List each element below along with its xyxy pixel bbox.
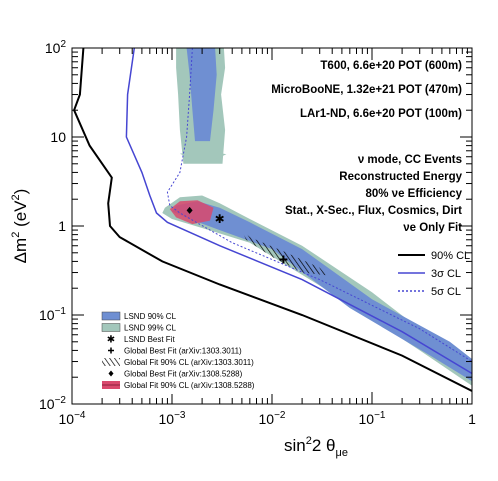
- x-axis-title: sin22 θμe: [284, 435, 348, 459]
- global-fit-1308-region: [169, 200, 214, 225]
- x-tick-label-3: 10−1: [359, 410, 386, 427]
- legend-sensitivity-label-1: 3σ CL: [431, 268, 461, 280]
- annotation-systematics: Stat., X-Sec., Flux, Cosmics, Dirt: [285, 205, 462, 217]
- legend-region-label-1: LSND 99% CL: [124, 324, 177, 333]
- y-tick-label-3: 10: [50, 129, 66, 145]
- annotation-microboone: MicroBooNE, 1.32e+21 POT (470m): [271, 84, 462, 96]
- y-tick-label-0: 10−2: [39, 395, 66, 412]
- regions-layer: [162, 48, 472, 386]
- global-best-fit-1303-marker: [279, 255, 288, 264]
- annotation-lar1nd: LAr1-ND, 6.6e+20 POT (100m): [300, 108, 462, 120]
- global-best-fit-1308-marker: [186, 206, 193, 214]
- x-tick-label-2: 10−2: [259, 410, 286, 427]
- legend-sensitivity: 90% CL 3σ CL 5σ CL: [398, 250, 470, 298]
- legend-swatch-2: ✱: [107, 335, 115, 346]
- y-tick-label-4: 102: [45, 39, 67, 56]
- legend-region-label-6: Global Fit 90% CL (arXiv:1308.5288): [124, 381, 255, 390]
- ticks-layer: [71, 47, 473, 405]
- annotation-t600: T600, 6.6e+20 POT (600m): [320, 60, 462, 72]
- legend-swatch-0: [101, 311, 121, 321]
- points-layer: ✱: [186, 206, 288, 264]
- global-fit-1303-region: [241, 230, 327, 276]
- legend-sensitivity-label-2: 5σ CL: [431, 286, 461, 298]
- lsnd-99-island: [179, 149, 227, 161]
- tick-labels: 10−4 10−3 10−2 10−1 1 10−2 10−1 1 10 102: [39, 39, 476, 427]
- annotation-efficiency: 80% νe Efficiency: [365, 188, 462, 200]
- legend-swatch-3: [108, 347, 114, 354]
- legend-regions: LSND 90% CL LSND 99% CL ✱ LSND Best Fit Glob…: [98, 310, 283, 394]
- x-tick-label-0: 10−4: [59, 410, 86, 427]
- lsnd-best-fit-marker: ✱: [215, 212, 225, 226]
- x-tick-label-1: 10−3: [159, 410, 186, 427]
- legend-region-label-4: Global Fit 90% CL (arXiv:1303.3011): [124, 358, 254, 367]
- annotation-energy: Reconstructed Energy: [339, 171, 462, 183]
- x-tick-label-4: 1: [468, 411, 476, 427]
- legend-swatch-1: [101, 323, 121, 332]
- legend-region-label-5: Global Best Fit (arXiv:1308.5288): [124, 370, 243, 379]
- legend-swatch-4: [102, 358, 120, 366]
- legend-regions-frame: [98, 310, 283, 394]
- annotation-fit: νe Only Fit: [403, 222, 462, 234]
- legend-region-label-0: LSND 90% CL: [124, 312, 177, 321]
- y-tick-label-1: 10−1: [39, 306, 66, 323]
- annotations: T600, 6.6e+20 POT (600m) MicroBooNE, 1.3…: [271, 60, 462, 234]
- legend-region-label-3: Global Best Fit (arXiv:1303.3011): [124, 347, 242, 356]
- legend-region-label-2: LSND Best Fit: [124, 335, 175, 344]
- y-tick-label-2: 1: [58, 218, 66, 234]
- legend-sensitivity-label-0: 90% CL: [431, 250, 470, 262]
- annotation-mode: ν mode, CC Events: [358, 154, 462, 166]
- legend-swatch-5: [108, 370, 114, 377]
- y-axis-title: Δm2 (eV2): [10, 189, 30, 264]
- curve-3sigma: [125, 48, 472, 375]
- lsnd-90-region-top: [186, 48, 217, 142]
